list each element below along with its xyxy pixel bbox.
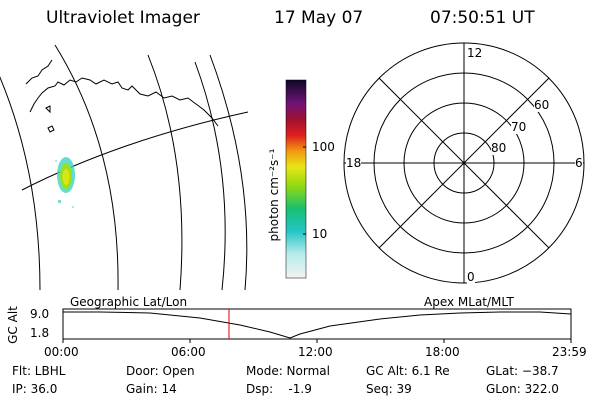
apex-caption: Apex MLat/MLT: [424, 295, 514, 309]
seq-info: Seq: 39: [366, 382, 412, 396]
door-info: Door: Open: [126, 364, 195, 378]
date-label: 17 May 07: [274, 8, 364, 28]
island: [47, 125, 55, 133]
glon-info: GLon: 322.0: [486, 382, 559, 396]
ip-info: IP: 36.0: [12, 382, 58, 396]
altitude-ytick: 1.8: [30, 326, 50, 340]
altitude-frame: [62, 308, 572, 340]
geographic-caption: Geographic Lat/Lon: [70, 295, 188, 309]
dsp-info: Dsp: -1.9: [246, 382, 312, 396]
longitude-line: [194, 61, 226, 290]
colorbar-gradient: [285, 79, 307, 279]
mlt-label-noon: 12: [467, 46, 483, 60]
colorbar-tick-label: 100: [312, 140, 335, 154]
filter-info: Flt: LBHL: [12, 364, 66, 378]
polar-axis: [378, 77, 550, 249]
gc-alt-info: GC Alt: 6.1 Re: [366, 364, 450, 378]
colorbar-tick-label: 10: [312, 227, 328, 241]
altitude-curve: [63, 311, 572, 339]
longitude-line: [54, 44, 119, 290]
mlat-label: 60: [534, 98, 550, 112]
latitude-line: [21, 111, 249, 191]
mode-info: Mode: Normal: [246, 364, 330, 378]
island: [45, 105, 51, 114]
mlt-label-dusk: 18: [346, 156, 362, 170]
mlt-label-dawn: 6: [575, 156, 583, 170]
longitude-line: [147, 54, 183, 290]
mlat-label: 80: [491, 141, 507, 155]
altitude-ytick: 9.0: [30, 307, 50, 321]
gain-info: Gain: 14: [126, 382, 177, 396]
altitude-ylabel: GC Alt: [5, 306, 20, 344]
longitude-line: [0, 76, 41, 290]
aurora-emission: [55, 157, 75, 208]
x-tick-label: 00:00: [44, 345, 79, 359]
mlat-label: 70: [511, 120, 527, 134]
mlt-label-midnight: 0: [467, 270, 475, 284]
x-tick-label: 18:00: [425, 345, 460, 359]
x-tick-label: 06:00: [171, 345, 206, 359]
coastline: [25, 59, 53, 85]
longitude-line: [209, 54, 248, 290]
glat-info: GLat: −38.7: [486, 364, 559, 378]
x-tick-label: 12:00: [298, 345, 333, 359]
instrument-title: Ultraviolet Imager: [46, 8, 200, 28]
coastline: [29, 77, 219, 127]
x-tick-label: 23:59: [552, 345, 587, 359]
time-label: 07:50:51 UT: [430, 8, 535, 28]
